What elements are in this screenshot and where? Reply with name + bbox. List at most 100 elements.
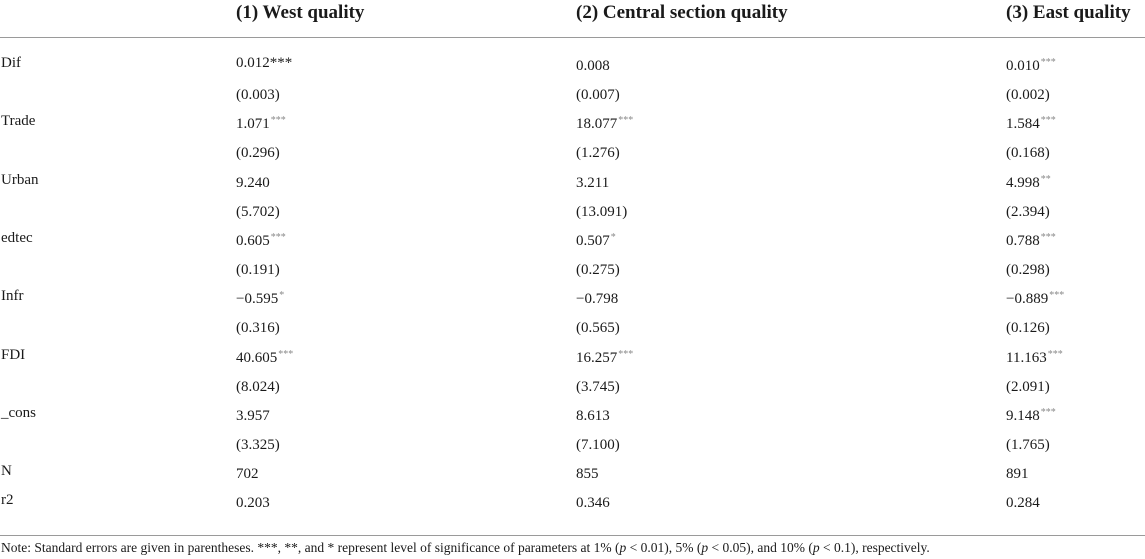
- cell-col-3: −0.889***: [1006, 281, 1064, 311]
- note-p-2: p: [701, 540, 709, 555]
- cell-value: 9.240: [236, 175, 270, 191]
- cell-col-2: (3.745): [576, 369, 621, 399]
- cell-value: (3.325): [236, 437, 280, 453]
- cell-value: (0.565): [576, 320, 620, 336]
- cell-col-2: (0.565): [576, 310, 621, 340]
- cell-value: (2.091): [1006, 379, 1050, 395]
- cell-value: 1.071: [236, 116, 270, 132]
- table-row: Urban 9.240 3.211 4.998**: [0, 165, 1145, 195]
- cell-col-3: 0.788***: [1006, 223, 1056, 253]
- cell-value: (0.168): [1006, 145, 1050, 161]
- significance-stars: ***: [278, 349, 294, 360]
- note-text-1: Note: Standard errors are given in paren…: [1, 540, 620, 555]
- cell-value: 40.605: [236, 350, 278, 366]
- cell-col-2: 0.346: [576, 485, 611, 515]
- cell-value: 0.010: [1006, 58, 1040, 74]
- cell-col-1: (0.003): [236, 77, 281, 107]
- cell-col-2: (7.100): [576, 427, 621, 457]
- cell-value: 0.012: [236, 55, 270, 71]
- cell-value: 16.257: [576, 350, 618, 366]
- cell-col-1: 3.957: [236, 398, 271, 428]
- table-row: Dif 0.012*** 0.008 0.010***: [0, 48, 1145, 78]
- row-label: edtec: [1, 230, 33, 246]
- cell-col-2: −0.798: [576, 281, 619, 311]
- cell-value: (0.191): [236, 262, 280, 278]
- column-header-central: (2) Central section quality: [576, 2, 788, 23]
- significance-stars: ***: [1040, 232, 1056, 243]
- cell-col-2: (0.007): [576, 77, 621, 107]
- cell-col-2: (13.091): [576, 194, 628, 224]
- significance-stars: **: [1040, 174, 1051, 185]
- cell-value: 11.163: [1006, 350, 1047, 366]
- cell-value: (0.003): [236, 87, 280, 103]
- row-label: FDI: [1, 347, 26, 363]
- cell-value: (0.275): [576, 262, 620, 278]
- cell-col-3: 891: [1006, 456, 1030, 486]
- cell-value: 4.998: [1006, 175, 1040, 191]
- cell-value: (1.276): [576, 145, 620, 161]
- note-p-3: p: [812, 540, 820, 555]
- cell-col-1: (5.702): [236, 194, 281, 224]
- cell-value: 0.284: [1006, 495, 1040, 511]
- cell-value: (3.745): [576, 379, 620, 395]
- cell-value: −0.798: [576, 291, 619, 307]
- cell-col-1: (0.191): [236, 252, 281, 282]
- cell-col-2: 0.008: [576, 48, 611, 78]
- cell-col-2: 18.077***: [576, 106, 633, 136]
- cell-col-1: 0.012***: [236, 48, 292, 78]
- significance-stars: ***: [1040, 57, 1056, 68]
- row-label: Infr: [1, 288, 24, 304]
- cell-col-3: (0.298): [1006, 252, 1051, 282]
- significance-stars: ***: [1040, 407, 1056, 418]
- cell-value: 0.605: [236, 233, 270, 249]
- cell-value: 855: [576, 466, 599, 482]
- table-row: (0.296) (1.276) (0.168): [0, 135, 1145, 165]
- row-label: Urban: [1, 172, 39, 188]
- cell-value: 3.211: [576, 175, 610, 191]
- column-header-west: (1) West quality: [236, 2, 365, 23]
- cell-value: (0.007): [576, 87, 620, 103]
- cell-col-2: 8.613: [576, 398, 611, 428]
- cell-col-3: (0.168): [1006, 135, 1051, 165]
- table-row: (0.191) (0.275) (0.298): [0, 252, 1145, 282]
- significance-stars: ***: [1047, 349, 1063, 360]
- cell-col-2: 855: [576, 456, 600, 486]
- cell-value: 9.148: [1006, 408, 1040, 424]
- cell-col-3: 0.010***: [1006, 48, 1056, 78]
- header-rule: [0, 37, 1145, 38]
- cell-value: 18.077: [576, 116, 618, 132]
- cell-value: (8.024): [236, 379, 280, 395]
- cell-value: (2.394): [1006, 204, 1050, 220]
- significance-stars: ***: [1040, 115, 1056, 126]
- cell-value: −0.595: [236, 291, 279, 307]
- row-label: _cons: [1, 405, 36, 421]
- cell-col-2: (1.276): [576, 135, 621, 165]
- cell-col-1: (0.316): [236, 310, 281, 340]
- table-row: (8.024) (3.745) (2.091): [0, 369, 1145, 399]
- cell-col-1: 9.240: [236, 165, 271, 195]
- cell-value: (1.765): [1006, 437, 1050, 453]
- cell-value: (13.091): [576, 204, 628, 220]
- cell-value: 0.203: [236, 495, 270, 511]
- table-row: (0.003) (0.007) (0.002): [0, 77, 1145, 107]
- cell-col-3: 1.584***: [1006, 106, 1056, 136]
- row-label: N: [1, 463, 12, 479]
- table-row: r2 0.203 0.346 0.284: [0, 485, 1145, 515]
- note-text-2: < 0.01), 5% (: [626, 540, 702, 555]
- cell-value: 3.957: [236, 408, 270, 424]
- cell-col-3: (1.765): [1006, 427, 1051, 457]
- cell-value: 8.613: [576, 408, 610, 424]
- cell-col-3: (0.126): [1006, 310, 1051, 340]
- significance-stars: *: [610, 232, 616, 243]
- cell-col-2: (0.275): [576, 252, 621, 282]
- table-row: Infr −0.595* −0.798 −0.889***: [0, 281, 1145, 311]
- table-row: _cons 3.957 8.613 9.148***: [0, 398, 1145, 428]
- cell-col-1: 702: [236, 456, 260, 486]
- note-text-3: < 0.05), and 10% (: [708, 540, 813, 555]
- significance-stars: *: [279, 290, 285, 301]
- cell-value: 0.507: [576, 233, 610, 249]
- table-row: (5.702) (13.091) (2.394): [0, 194, 1145, 224]
- cell-col-1: (3.325): [236, 427, 281, 457]
- note-p-1: p: [619, 540, 627, 555]
- cell-col-3: 4.998**: [1006, 165, 1051, 195]
